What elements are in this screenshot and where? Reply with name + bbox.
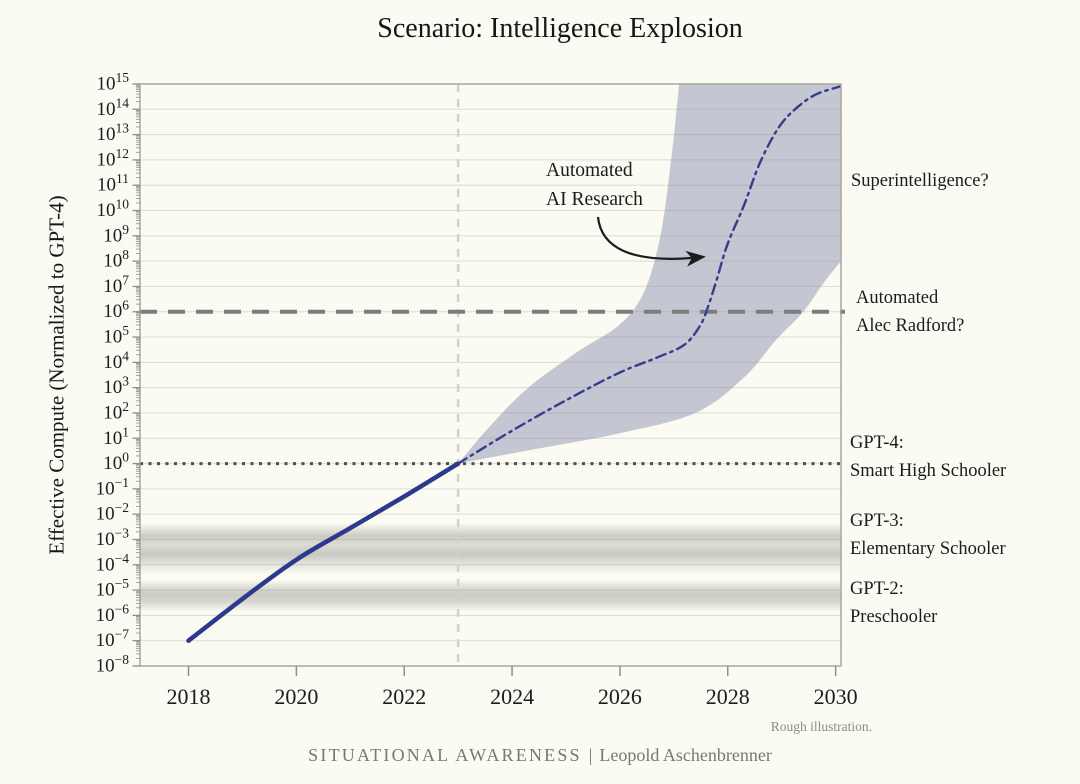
svg-text:2022: 2022 xyxy=(382,684,426,709)
svg-text:10−4: 10−4 xyxy=(96,551,130,576)
annotation-automated-ai-research: Automated AI Research xyxy=(546,156,643,214)
svg-text:104: 104 xyxy=(103,348,129,373)
svg-text:10−7: 10−7 xyxy=(96,627,130,652)
annotation-line: Alec Radford? xyxy=(856,316,965,336)
svg-text:10−8: 10−8 xyxy=(96,652,130,677)
svg-text:1013: 1013 xyxy=(97,121,130,146)
svg-text:1012: 1012 xyxy=(97,146,130,171)
svg-text:10−5: 10−5 xyxy=(96,576,130,601)
footer-credit-separator: | xyxy=(588,745,593,765)
annotation-line: AI Research xyxy=(546,189,643,210)
projection-curve xyxy=(456,85,842,465)
x-axis: 2018 2020 2022 2024 2026 2028 2030 xyxy=(167,666,858,709)
svg-text:109: 109 xyxy=(103,222,129,247)
svg-text:102: 102 xyxy=(103,399,129,424)
y-axis: 1015101410131012101110101091081071061051… xyxy=(96,70,140,677)
svg-text:1015: 1015 xyxy=(97,70,130,95)
svg-text:106: 106 xyxy=(103,298,129,323)
svg-text:10−2: 10−2 xyxy=(96,500,129,525)
footer-credit: SITUATIONAL AWARENESS | Leopold Aschenbren… xyxy=(0,745,1080,766)
footer-credit-author: Leopold Aschenbrenner xyxy=(599,745,772,765)
reference-band-gpt3 xyxy=(140,523,841,574)
svg-text:100: 100 xyxy=(103,450,129,475)
svg-text:1014: 1014 xyxy=(97,95,130,120)
svg-text:103: 103 xyxy=(103,374,129,399)
svg-text:108: 108 xyxy=(103,247,129,272)
annotation-gpt2-preschooler: GPT-2: Preschooler xyxy=(850,576,937,631)
svg-text:10−3: 10−3 xyxy=(96,525,130,550)
chart-title: Scenario: Intelligence Explosion xyxy=(377,13,743,44)
annotation-arrow xyxy=(596,216,706,267)
uncertainty-band xyxy=(458,84,841,464)
annotation-line: Automated xyxy=(546,160,633,181)
y-axis-title: Effective Compute (Normalized to GPT-4) xyxy=(44,195,69,555)
svg-text:2024: 2024 xyxy=(490,684,534,709)
svg-text:2030: 2030 xyxy=(814,684,858,709)
reference-band-gpt2 xyxy=(140,579,841,612)
plot-border xyxy=(139,83,842,667)
svg-text:1010: 1010 xyxy=(97,197,130,222)
svg-text:2018: 2018 xyxy=(167,684,211,709)
annotation-gpt4-smart-high-schooler: GPT-4: Smart High Schooler xyxy=(850,430,1006,485)
historical-curve xyxy=(186,461,461,643)
svg-text:10−1: 10−1 xyxy=(96,475,129,500)
footer-credit-title: SITUATIONAL AWARENESS xyxy=(308,745,582,765)
annotation-gpt3-elementary-schooler: GPT-3: Elementary Schooler xyxy=(850,508,1006,563)
svg-text:2028: 2028 xyxy=(706,684,750,709)
svg-text:2026: 2026 xyxy=(598,684,642,709)
annotation-line: Automated xyxy=(856,288,939,308)
svg-text:1011: 1011 xyxy=(97,171,129,196)
annotation-line: Elementary Schooler xyxy=(850,538,1006,559)
svg-text:107: 107 xyxy=(103,272,129,297)
annotation-line: Smart High Schooler xyxy=(850,460,1007,481)
rough-illustration-note: Rough illustration. xyxy=(770,719,872,734)
annotation-superintelligence: Superintelligence? xyxy=(851,171,989,191)
annotation-line: GPT-2: xyxy=(850,579,904,599)
annotation-automated-alec-radford: Automated Alec Radford? xyxy=(856,284,964,340)
svg-text:105: 105 xyxy=(103,323,129,348)
annotation-line: GPT-3: xyxy=(850,511,904,531)
svg-text:2020: 2020 xyxy=(274,684,318,709)
annotation-line: Preschooler xyxy=(850,606,938,627)
svg-text:10−6: 10−6 xyxy=(96,601,130,626)
annotation-line: GPT-4: xyxy=(850,433,904,453)
svg-text:101: 101 xyxy=(103,424,129,449)
